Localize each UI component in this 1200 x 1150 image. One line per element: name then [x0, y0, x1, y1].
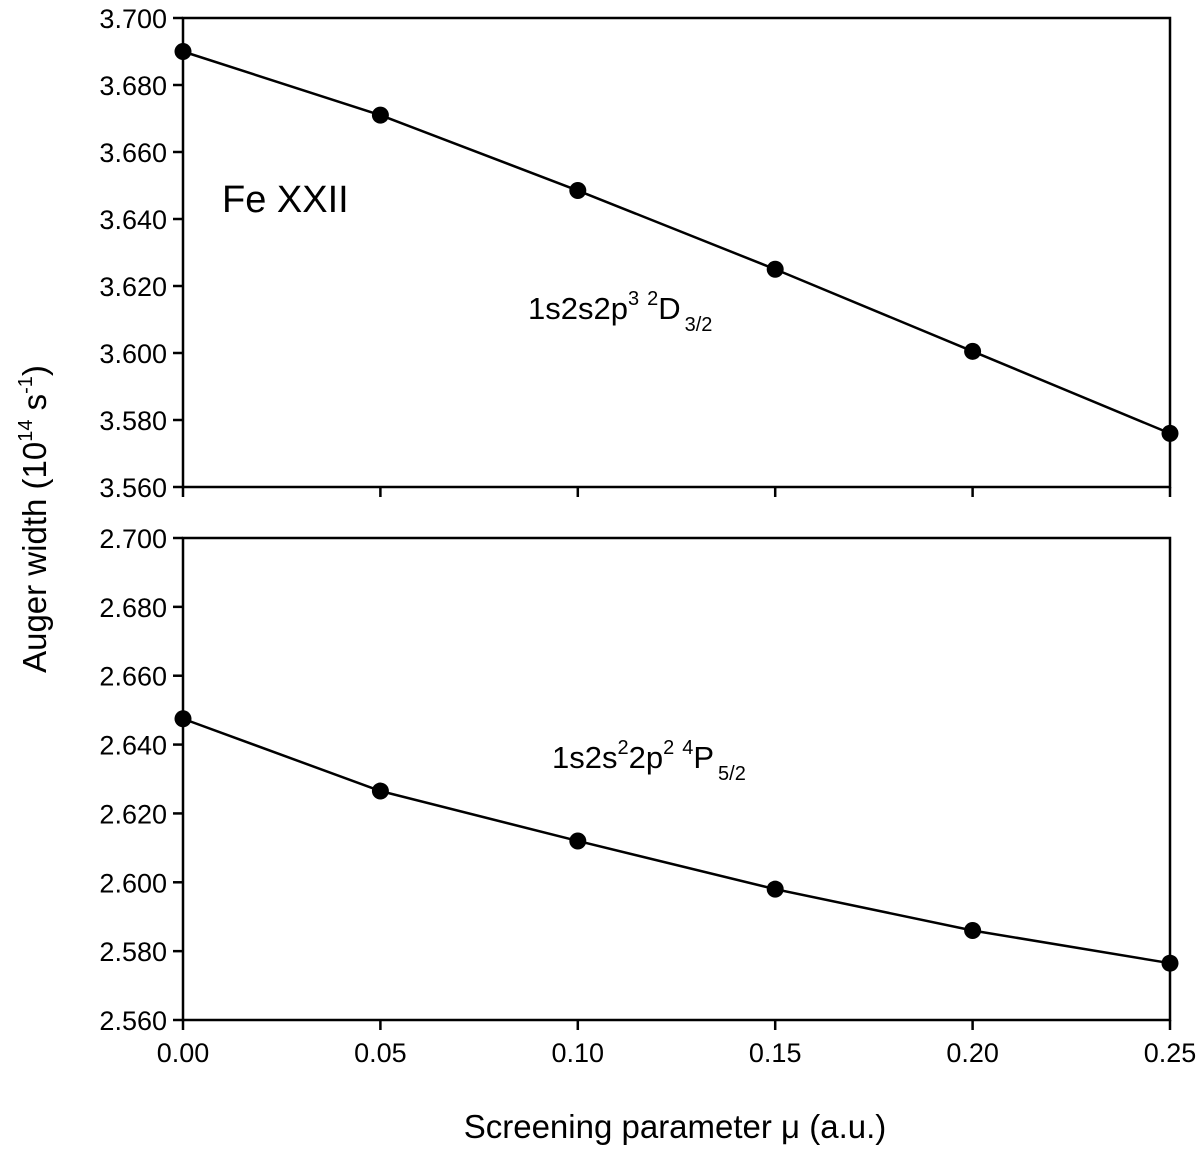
- data-point: [766, 880, 784, 898]
- data-point: [174, 43, 192, 60]
- y-tick-label: 2.660: [99, 662, 167, 692]
- y-tick-label: 2.560: [99, 1006, 167, 1036]
- y-tick-label: 2.600: [99, 868, 167, 898]
- x-tick-label: 0.15: [749, 1038, 802, 1068]
- y-tick-label: 3.680: [99, 71, 167, 101]
- y-tick-label: 3.700: [99, 4, 167, 34]
- x-tick-label: 0.25: [1144, 1038, 1197, 1068]
- data-point: [964, 921, 982, 939]
- data-point: [371, 782, 389, 800]
- x-tick-label: 0.00: [157, 1038, 210, 1068]
- bottom-state-label: 1s2s22p2 4P 5/2: [552, 737, 746, 785]
- y-tick-label: 2.620: [99, 799, 167, 829]
- series-line: [182, 717, 1171, 965]
- y-tick-label: 2.700: [99, 524, 167, 554]
- bottom-plot-frame: [181, 536, 1172, 1022]
- data-point: [964, 342, 982, 360]
- top-panel: Fe XXII 1s2s2p3 2D 3/2 3.560 3.580 3.600 3.62…: [99, 4, 1179, 503]
- y-tick-label: 3.620: [99, 272, 167, 302]
- y-axis-title: Auger width (1014 s-1): [15, 365, 53, 673]
- data-point: [569, 182, 587, 200]
- y-tick-label: 2.580: [99, 937, 167, 967]
- y-tick-label: 3.600: [99, 339, 167, 369]
- top-plot-frame: [181, 16, 1172, 489]
- ion-label: Fe XXII: [222, 179, 349, 221]
- y-tick-label: 2.680: [99, 593, 167, 623]
- y-tick-label: 3.580: [99, 406, 167, 436]
- x-tick-label: 0.10: [552, 1038, 605, 1068]
- top-state-label: 1s2s2p3 2D 3/2: [528, 288, 712, 336]
- x-tick-label: 0.20: [946, 1038, 999, 1068]
- y-tick-label: 3.660: [99, 138, 167, 168]
- y-tick-label: 2.640: [99, 731, 167, 761]
- y-tick-label: 3.560: [99, 473, 167, 503]
- y-tick-label: 3.640: [99, 205, 167, 235]
- data-point: [174, 710, 192, 728]
- data-point: [1161, 424, 1179, 442]
- data-point: [371, 106, 389, 124]
- data-point: [1161, 954, 1179, 972]
- data-point: [766, 260, 784, 278]
- data-point: [569, 832, 587, 850]
- x-axis-title: Screening parameter μ (a.u.): [464, 1108, 887, 1145]
- x-tick-label: 0.05: [354, 1038, 407, 1068]
- series-line: [182, 50, 1171, 435]
- bottom-panel: 1s2s22p2 4P 5/2 2.560 2.580 2.600 2.620 2.640 2…: [99, 524, 1196, 1068]
